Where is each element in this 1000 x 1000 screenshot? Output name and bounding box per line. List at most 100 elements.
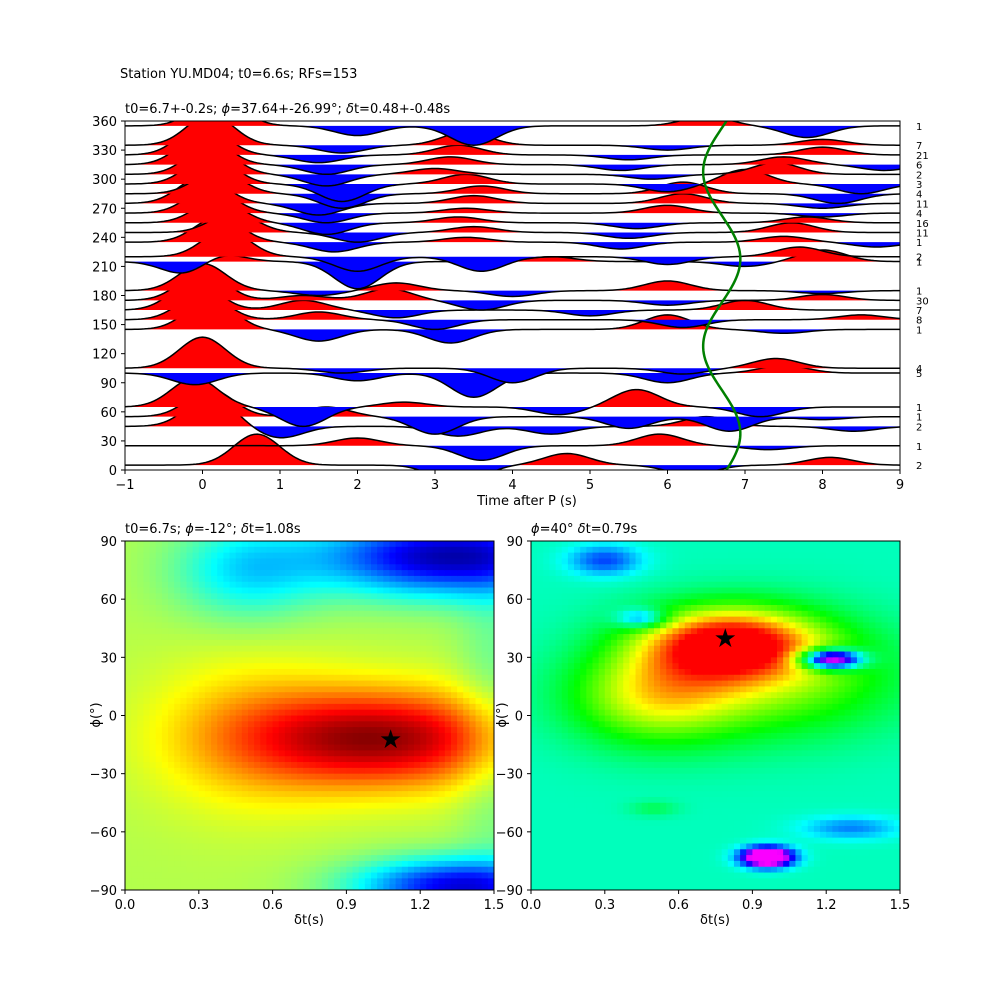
heat-cell <box>531 674 538 682</box>
heat-cell <box>143 686 151 693</box>
heat-cell <box>309 639 317 647</box>
heat-cell <box>475 558 483 565</box>
heat-cell <box>266 762 274 769</box>
heat-cell <box>137 750 145 757</box>
heat-cell <box>567 855 575 862</box>
heat-cell <box>629 884 637 890</box>
heat-cell <box>457 837 464 845</box>
heat-cell <box>235 814 243 821</box>
heat-cell <box>284 552 292 560</box>
heat-cell <box>610 855 618 862</box>
heat-cell <box>543 587 551 594</box>
heat-cell <box>309 634 317 641</box>
heat-cell <box>444 628 452 635</box>
heat-cell <box>174 651 181 658</box>
heat-cell <box>420 744 427 751</box>
heat-cell <box>272 674 280 682</box>
heat-cell <box>352 732 360 740</box>
heat-cell <box>125 622 132 629</box>
heat-cell <box>334 826 341 833</box>
heat-cell <box>543 866 551 874</box>
heat-cell <box>278 668 286 676</box>
heat-cell <box>543 686 551 693</box>
heat-cell <box>371 732 378 740</box>
heat-cell <box>248 878 255 885</box>
heat-cell <box>395 703 403 711</box>
heat-cell <box>352 750 360 757</box>
heat-cell <box>487 709 494 717</box>
heat-cell <box>481 668 489 676</box>
heat-cell <box>414 674 421 682</box>
heat-cell <box>131 796 138 804</box>
heat-cell <box>174 657 181 664</box>
heat-cell <box>580 837 587 845</box>
heat-cell <box>284 604 292 612</box>
heat-cell <box>401 604 409 612</box>
heat-cell <box>629 692 637 699</box>
heat-cell <box>623 575 630 583</box>
heat-cell <box>401 715 409 722</box>
heat-cell <box>537 837 544 845</box>
heat-cell <box>623 756 630 763</box>
heat-cell <box>137 541 145 548</box>
heat-cell <box>647 860 655 868</box>
heat-cell <box>598 773 606 781</box>
heat-cell <box>420 727 427 734</box>
heat-cell <box>346 826 354 833</box>
heat-cell <box>629 581 637 589</box>
y-tick-label: 30 <box>100 651 117 666</box>
heat-cell <box>469 802 477 810</box>
heat-cell <box>389 732 397 740</box>
heat-cell <box>475 599 483 606</box>
heat-cell <box>549 721 557 728</box>
heat-cell <box>383 599 391 606</box>
heat-cell <box>155 686 163 693</box>
heat-cell <box>420 628 427 635</box>
heat-cell <box>315 750 323 757</box>
heat-cell <box>340 866 347 874</box>
heat-cell <box>407 884 415 890</box>
heat-cell <box>531 622 538 629</box>
heat-cell <box>487 727 494 734</box>
heat-cell <box>383 849 391 856</box>
heat-cell <box>192 634 200 641</box>
heat-cell <box>266 727 274 734</box>
heat-cell <box>487 715 494 722</box>
heat-cell <box>217 541 224 548</box>
heat-cell <box>241 866 249 874</box>
heat-cell <box>303 680 311 688</box>
heat-cell <box>266 616 274 624</box>
heat-cell <box>340 715 347 722</box>
heat-cell <box>457 628 464 635</box>
heat-cell <box>278 855 286 862</box>
heat-cell <box>309 773 317 781</box>
heat-cell <box>377 855 384 862</box>
heat-cell <box>168 762 175 769</box>
heat-cell <box>131 686 138 693</box>
heat-cell <box>278 866 286 874</box>
heat-cell <box>266 657 274 664</box>
heat-cell <box>327 634 335 641</box>
heat-cell <box>340 826 347 833</box>
heat-cell <box>586 558 594 565</box>
heat-cell <box>438 820 446 827</box>
heat-cell <box>555 668 563 676</box>
heat-cell <box>211 727 218 734</box>
heat-cell <box>352 785 360 792</box>
heat-cell <box>543 785 551 792</box>
heat-cell <box>450 872 458 879</box>
heat-cell <box>647 814 655 821</box>
heat-cell <box>284 564 292 571</box>
heat-cell <box>604 866 612 874</box>
heat-cell <box>303 558 311 565</box>
heat-cell <box>174 814 181 821</box>
heat-cell <box>389 849 397 856</box>
heat-cell <box>161 541 169 548</box>
heat-cell <box>444 779 452 786</box>
heat-cell <box>377 610 384 618</box>
heat-cell <box>450 558 458 565</box>
heat-cell <box>254 587 261 594</box>
heat-cell <box>481 843 489 850</box>
heat-cell <box>241 674 249 682</box>
heat-cell <box>623 709 630 717</box>
